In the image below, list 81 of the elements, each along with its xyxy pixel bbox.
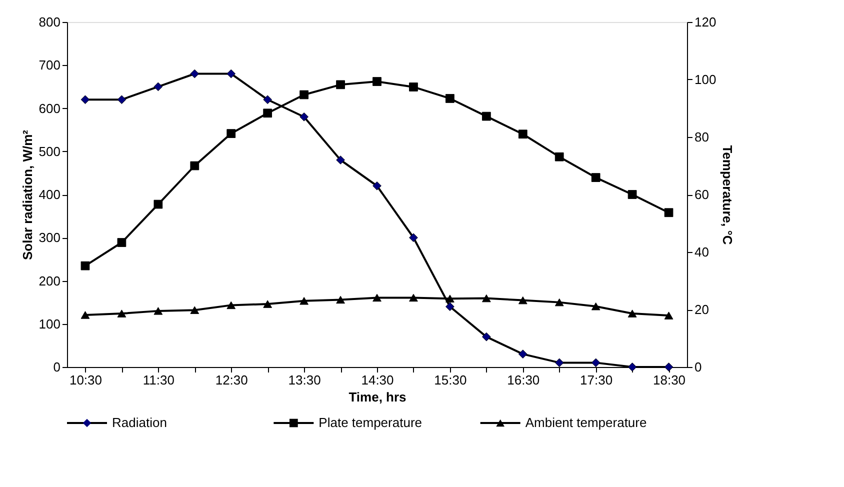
- point: [446, 94, 454, 103]
- point: [190, 161, 200, 170]
- point: [263, 300, 272, 308]
- y2-tick-label: 0: [694, 360, 702, 374]
- point: [591, 358, 600, 368]
- y-tick-label: 400: [38, 187, 60, 202]
- point: [628, 310, 637, 318]
- y-tick-label: 600: [38, 100, 60, 116]
- point: [664, 312, 674, 320]
- x-tick-label: 18:30: [652, 372, 686, 388]
- y-tick-label: 300: [38, 230, 60, 246]
- point: [482, 112, 491, 121]
- y-tick-label: 200: [38, 273, 60, 288]
- point: [117, 310, 126, 318]
- point: [554, 152, 564, 162]
- legend-label: Radiation: [112, 415, 167, 430]
- point: [80, 311, 90, 319]
- point: [372, 294, 382, 302]
- point: [117, 238, 126, 247]
- point: [554, 358, 564, 368]
- point: [300, 90, 308, 100]
- point: [628, 362, 637, 372]
- point: [263, 95, 272, 104]
- legend-label: Ambient temperature: [525, 415, 647, 430]
- point: [446, 294, 454, 302]
- y-tick-label: 100: [38, 316, 60, 332]
- point: [300, 112, 308, 122]
- legend-label: Plate temperature: [318, 415, 422, 430]
- y2-tick-label: 80: [694, 130, 709, 144]
- y-tick-label: 800: [38, 14, 60, 30]
- point: [409, 233, 418, 242]
- x-tick-label: 11:30: [142, 372, 174, 388]
- y2-tick-label: 100: [694, 72, 716, 87]
- point: [117, 95, 126, 104]
- x-tick-label: 10:30: [69, 372, 102, 388]
- point: [409, 294, 418, 302]
- point: [336, 80, 345, 90]
- y2-tick-label: 40: [694, 244, 709, 260]
- point: [482, 332, 491, 342]
- point: [518, 130, 528, 139]
- point: [226, 301, 236, 310]
- point: [518, 350, 528, 358]
- y2-tick-label: 60: [694, 187, 709, 202]
- point: [518, 296, 528, 304]
- point: [80, 95, 90, 104]
- y2-axis-title: Temperature, °C: [720, 145, 736, 246]
- point: [190, 306, 200, 314]
- x-tick-label: 14:30: [361, 372, 394, 388]
- x-tick-label: 12:30: [215, 372, 248, 388]
- point: [628, 190, 637, 199]
- point: [482, 294, 491, 302]
- point: [446, 302, 454, 312]
- point: [154, 200, 163, 209]
- x-tick-label: 17:30: [580, 372, 613, 388]
- point: [554, 298, 564, 306]
- point: [372, 181, 382, 190]
- point: [154, 307, 163, 315]
- point: [591, 173, 600, 182]
- point: [190, 69, 200, 78]
- point: [300, 297, 308, 305]
- point: [409, 82, 418, 92]
- point: [226, 69, 236, 78]
- x-tick-label: 13:30: [288, 372, 321, 388]
- point: [80, 261, 90, 270]
- y2-tick-label: 20: [694, 302, 709, 317]
- point: [591, 302, 600, 310]
- x-axis-title: Time, hrs: [348, 390, 406, 404]
- point: [372, 77, 382, 86]
- point: [226, 129, 236, 138]
- x-tick-label: 15:30: [434, 372, 467, 388]
- point: [263, 108, 272, 118]
- y-tick-label: 700: [38, 58, 60, 73]
- y2-tick-label: 120: [694, 14, 716, 30]
- point: [154, 82, 163, 92]
- y-tick-label: 500: [38, 144, 60, 159]
- y-axis-title: Solar radiation, W/m²: [20, 129, 35, 260]
- point: [336, 296, 345, 304]
- point: [336, 156, 345, 164]
- point: [664, 208, 674, 218]
- y-tick-label: 0: [53, 360, 60, 374]
- x-tick-label: 16:30: [507, 372, 540, 388]
